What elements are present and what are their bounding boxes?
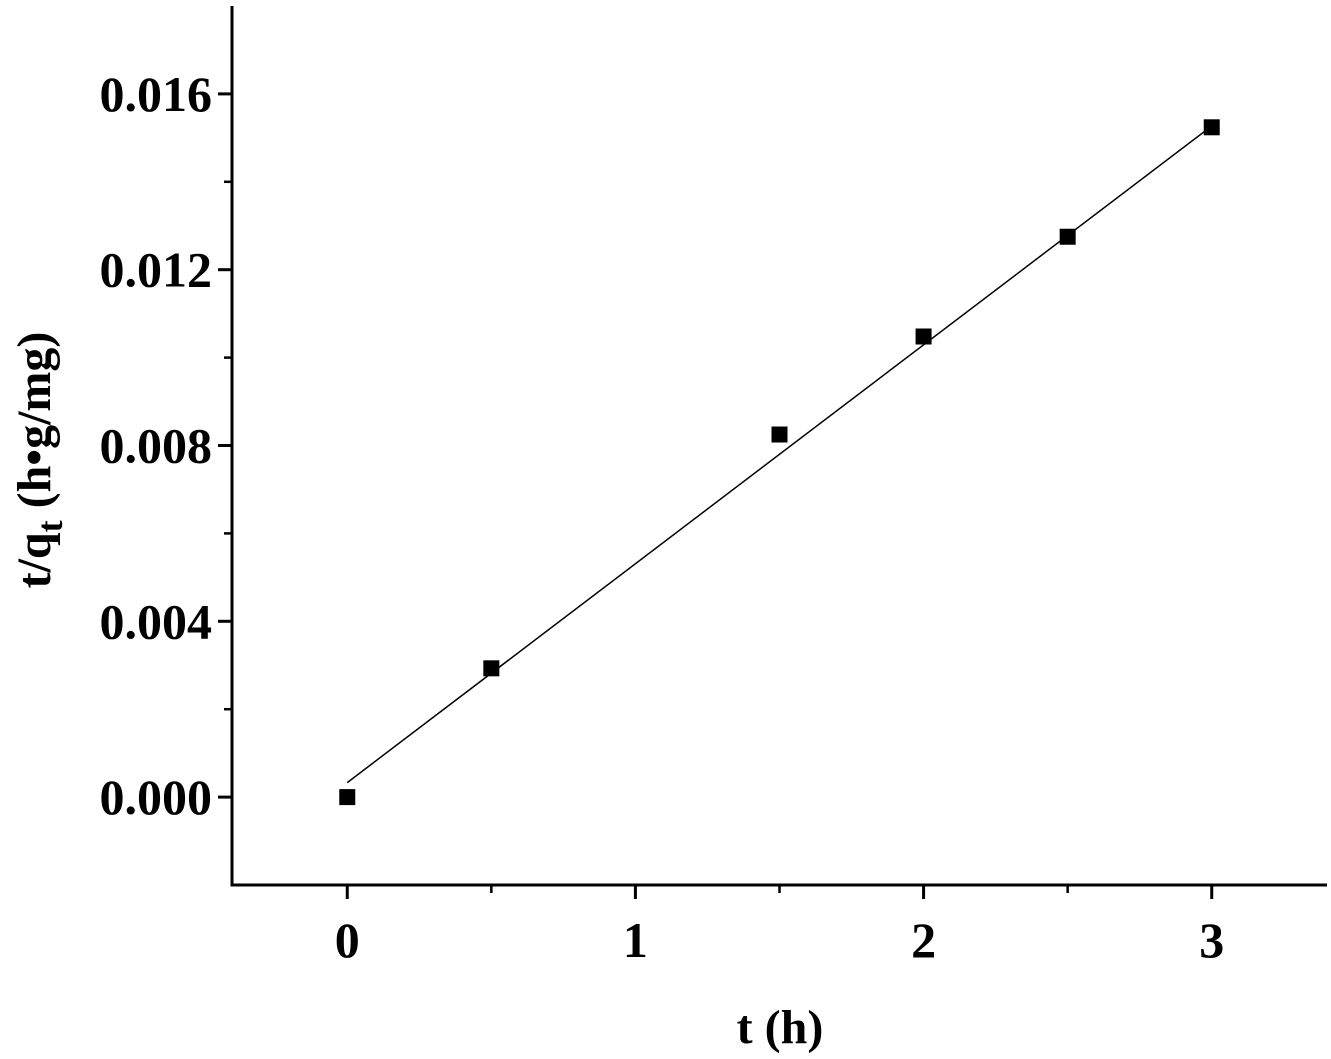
- linear-fit-line: [346, 125, 1213, 784]
- data-point: [771, 426, 788, 443]
- x-tick-label: 2: [911, 912, 936, 968]
- data-points-layer: [339, 119, 1220, 806]
- y-tick-label: 0.000: [100, 769, 213, 825]
- tick-labels: 0.000 0.004 0.008 0.012 0.016 0 1 2 3: [100, 66, 1225, 968]
- axes: [218, 6, 1327, 899]
- y-axis-title-main: t/q: [8, 532, 61, 588]
- data-point: [339, 789, 356, 806]
- y-tick-label: 0.004: [100, 593, 213, 649]
- fit-line-layer: [346, 125, 1213, 784]
- data-point: [1203, 119, 1220, 136]
- data-point: [1059, 228, 1076, 245]
- y-tick-label: 0.012: [100, 242, 213, 298]
- x-tick-label: 0: [335, 912, 360, 968]
- x-tick-label: 3: [1199, 912, 1224, 968]
- data-point: [915, 328, 932, 345]
- x-axis-title: t (h): [737, 1001, 824, 1054]
- y-tick-label: 0.016: [100, 66, 213, 122]
- x-tick-label: 1: [623, 912, 648, 968]
- y-axis-title: t/qt (h•g/mg): [8, 332, 70, 589]
- y-axis-title-subscript: t: [30, 520, 70, 532]
- y-tick-label: 0.008: [100, 418, 213, 474]
- data-point: [483, 660, 500, 677]
- y-axis-title-units: (h•g/mg): [8, 332, 61, 521]
